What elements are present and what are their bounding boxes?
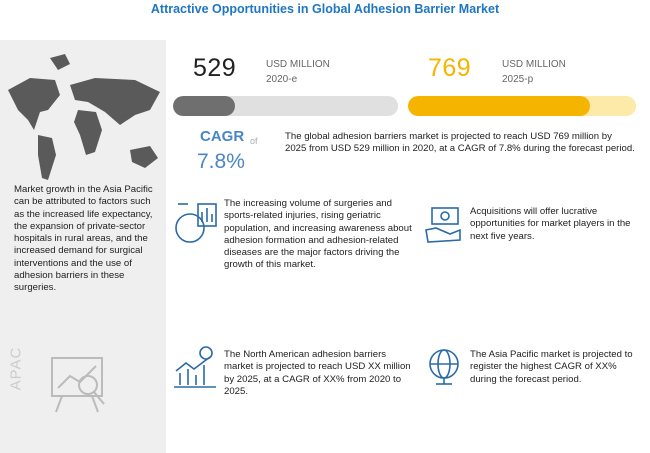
bar-track bbox=[408, 96, 636, 116]
summary: The global adhesion barriers market is p… bbox=[285, 131, 635, 155]
unit-2020: USD MILLION bbox=[266, 59, 330, 70]
value-2025: 769 bbox=[428, 54, 472, 82]
icon-money bbox=[425, 207, 461, 243]
insight-4: The Asia Pacific market is projected to … bbox=[470, 349, 633, 385]
icon-growth bbox=[174, 346, 216, 388]
icon-globe bbox=[429, 349, 459, 385]
side-text: Market growth in the Asia Pacific can be… bbox=[14, 184, 153, 294]
icon-surgery bbox=[175, 203, 217, 243]
world-map bbox=[8, 54, 160, 180]
cagr-label: CAGR bbox=[200, 128, 245, 145]
year-2020: 2020-e bbox=[266, 74, 298, 85]
cagr-value: 7.8% bbox=[197, 150, 245, 173]
insight-1: The increasing volume of surgeries and s… bbox=[224, 198, 412, 271]
insight-3: The North American adhesion barriers mar… bbox=[224, 349, 411, 397]
title: Attractive Opportunities in Global Adhes… bbox=[150, 2, 500, 16]
apac-icon bbox=[51, 357, 105, 413]
year-2025: 2025-p bbox=[502, 74, 534, 85]
value-2020: 529 bbox=[193, 54, 237, 82]
side-graphics bbox=[8, 54, 160, 413]
region-label: APAC bbox=[7, 346, 25, 391]
unit-2025: USD MILLION bbox=[502, 59, 566, 70]
cagr-of: of bbox=[250, 136, 258, 146]
bar-track bbox=[173, 96, 398, 116]
bar-fill bbox=[408, 96, 590, 116]
insight-2: Acquisitions will offer lucrative opport… bbox=[470, 206, 631, 242]
bar-fill bbox=[173, 96, 235, 116]
